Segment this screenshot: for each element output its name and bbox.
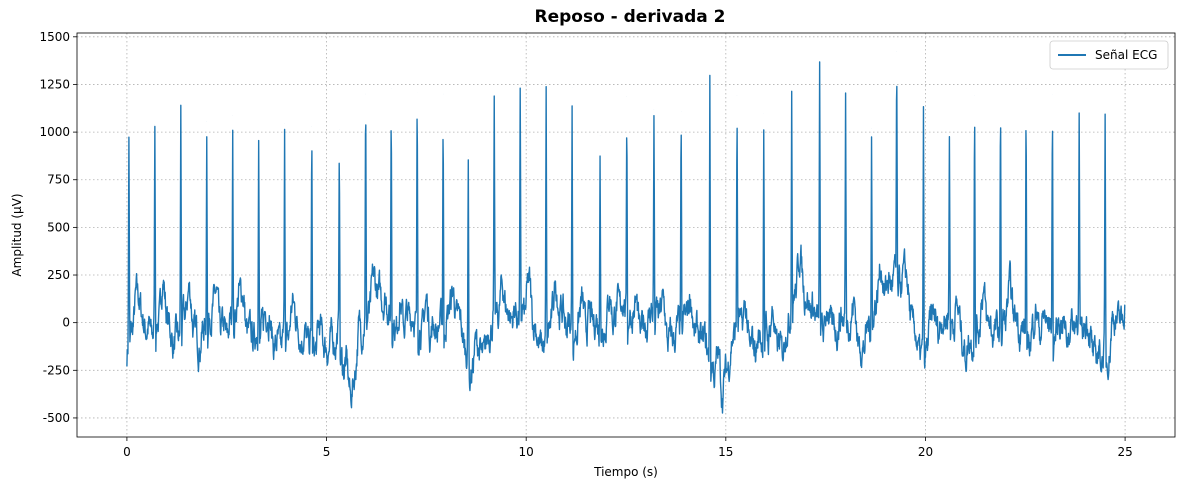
- series-layer: [126, 51, 1126, 414]
- y-tick-label: 1000: [39, 125, 70, 139]
- y-tick-label: 1500: [39, 30, 70, 44]
- x-tick-label: 20: [918, 445, 933, 459]
- x-axis-ticks: 0 5 10 15 20 25: [123, 437, 1133, 459]
- chart-title: Reposo - derivada 2: [534, 7, 725, 27]
- ecg-signal-line: [126, 61, 1126, 414]
- x-tick-label: 0: [123, 445, 131, 459]
- y-tick-label: -250: [43, 363, 70, 377]
- x-tick-label: 10: [519, 445, 534, 459]
- y-tick-label: 250: [47, 268, 70, 282]
- legend-label: Señal ECG: [1095, 48, 1157, 62]
- legend: Señal ECG: [1049, 40, 1169, 70]
- x-tick-label: 25: [1117, 445, 1132, 459]
- y-tick-label: 0: [62, 316, 70, 330]
- y-tick-label: -500: [43, 411, 70, 425]
- x-tick-label: 15: [718, 445, 733, 459]
- x-axis-label: Tiempo (s): [593, 465, 658, 479]
- y-tick-label: 500: [47, 220, 70, 234]
- y-tick-label: 750: [47, 173, 70, 187]
- plot-frame: [76, 32, 1176, 438]
- y-axis-ticks: -500 -250 0 250 500 750 1000 1250 1500: [39, 30, 77, 425]
- y-axis-label: Amplitud (µV): [10, 193, 24, 276]
- legend-box: [1049, 40, 1169, 70]
- x-tick-label: 5: [323, 445, 331, 459]
- y-tick-label: 1250: [39, 77, 70, 91]
